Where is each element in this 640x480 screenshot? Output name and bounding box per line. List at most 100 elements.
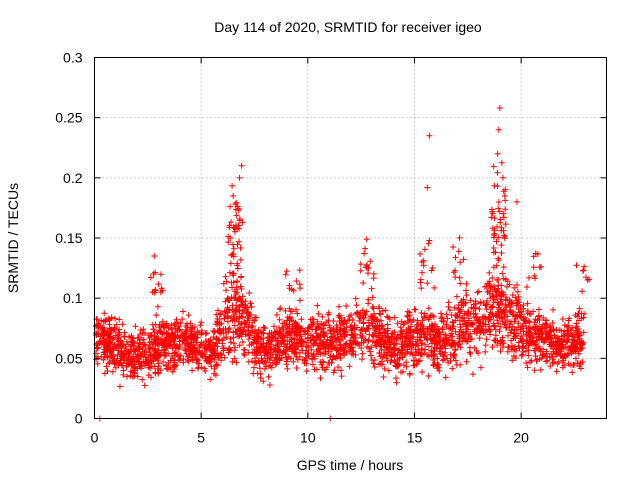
data-point: [310, 320, 317, 327]
data-point: [568, 342, 575, 349]
data-point: [437, 344, 444, 351]
data-point: [297, 285, 304, 292]
data-point: [529, 324, 536, 331]
data-point: [523, 359, 530, 366]
data-point: [358, 356, 365, 363]
data-point: [282, 351, 289, 358]
data-point: [128, 341, 135, 348]
data-point: [123, 338, 130, 345]
data-point: [475, 288, 482, 295]
data-point: [509, 357, 516, 364]
data-point: [404, 332, 411, 339]
data-point: [349, 347, 356, 354]
data-point: [236, 174, 243, 181]
data-point: [298, 316, 305, 323]
data-point: [250, 364, 257, 371]
data-point: [546, 354, 553, 361]
data-point: [128, 362, 135, 369]
data-point: [216, 329, 223, 336]
data-point: [317, 359, 324, 366]
data-point: [314, 351, 321, 358]
data-point: [121, 333, 128, 340]
data-point: [101, 340, 108, 347]
data-point: [319, 364, 326, 371]
data-point: [458, 326, 465, 333]
data-point: [224, 309, 231, 316]
data-point: [367, 258, 374, 265]
data-point: [103, 363, 110, 370]
data-point: [331, 367, 338, 374]
data-point: [303, 368, 310, 375]
data-point: [129, 335, 136, 342]
data-point: [419, 351, 426, 358]
data-point: [212, 362, 219, 369]
data-point: [276, 324, 283, 331]
y-tick-label: 0.3: [63, 50, 83, 66]
data-point: [375, 303, 382, 310]
data-point: [340, 344, 347, 351]
data-point: [207, 376, 214, 383]
data-point: [180, 355, 187, 362]
data-point: [343, 324, 350, 331]
data-point: [337, 333, 344, 340]
data-point: [493, 238, 500, 245]
data-point: [523, 325, 530, 332]
data-point: [492, 326, 499, 333]
data-point: [365, 300, 372, 307]
data-point: [502, 186, 509, 193]
data-point: [370, 333, 377, 340]
data-point: [580, 267, 587, 274]
data-point: [451, 304, 458, 311]
data-point: [114, 355, 121, 362]
data-point: [321, 332, 328, 339]
data-point: [524, 338, 531, 345]
data-point: [458, 299, 465, 306]
data-point: [145, 343, 152, 350]
data-point: [260, 378, 267, 385]
data-point: [380, 351, 387, 358]
data-point: [182, 326, 189, 333]
data-point: [220, 329, 227, 336]
data-point: [419, 369, 426, 376]
data-point: [139, 336, 146, 343]
data-point: [556, 349, 563, 356]
data-point: [302, 357, 309, 364]
data-point: [156, 347, 163, 354]
data-point: [171, 350, 178, 357]
data-point: [153, 312, 160, 319]
data-point: [265, 349, 272, 356]
data-point: [404, 313, 411, 320]
data-point: [266, 356, 273, 363]
data-point: [488, 206, 495, 213]
data-point: [462, 287, 469, 294]
data-point: [414, 326, 421, 333]
data-point: [272, 328, 279, 335]
data-point: [286, 282, 293, 289]
data-point: [152, 286, 159, 293]
data-point: [466, 349, 473, 356]
data-point: [453, 361, 460, 368]
data-point: [284, 317, 291, 324]
data-point: [218, 357, 225, 364]
data-point: [354, 309, 361, 316]
data-point: [456, 234, 463, 241]
data-point: [245, 349, 252, 356]
data-point: [157, 271, 164, 278]
data-point: [226, 325, 233, 332]
data-point: [169, 368, 176, 375]
data-point: [457, 259, 464, 266]
data-point: [573, 320, 580, 327]
data-point: [435, 364, 442, 371]
data-point: [333, 353, 340, 360]
data-point: [512, 355, 519, 362]
data-point: [107, 348, 114, 355]
data-point: [392, 345, 399, 352]
data-point: [139, 376, 146, 383]
data-point: [331, 334, 338, 341]
data-point: [372, 325, 379, 332]
data-point: [530, 308, 537, 315]
data-point: [544, 332, 551, 339]
data-point: [339, 321, 346, 328]
data-point: [112, 315, 119, 322]
